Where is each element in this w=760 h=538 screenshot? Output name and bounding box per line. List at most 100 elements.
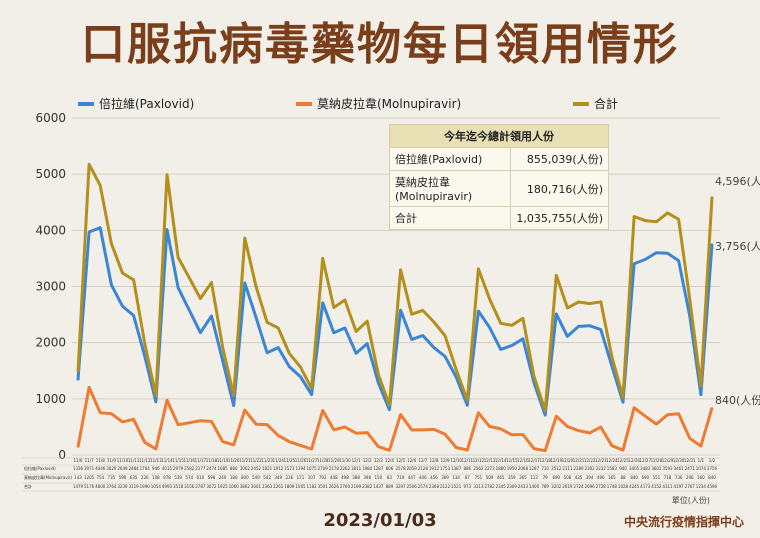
data-label-total: 4,596(人份): [715, 175, 760, 188]
table-cell: 2232: [596, 466, 607, 471]
table-cell: 4197: [674, 484, 685, 489]
table-cell: 3119: [129, 484, 140, 489]
data-point-paxlovid: [333, 331, 335, 334]
data-point-molnupiravir: [366, 431, 368, 434]
table-cell: 1054: [151, 484, 162, 489]
x-tick-label: 12/20: [562, 458, 574, 463]
x-tick-label: 12/23: [595, 458, 607, 463]
x-tick-label: 11/24: [272, 458, 284, 463]
table-cell: 394: [586, 475, 594, 480]
table-cell: 3764: [106, 484, 117, 489]
x-tick-label: 11/22: [250, 458, 262, 463]
x-tick-label: 12/26: [628, 458, 640, 463]
data-point-paxlovid: [644, 258, 647, 261]
data-point-molnupiravir: [555, 415, 558, 418]
data-point-molnupiravir: [588, 432, 591, 434]
data-point-total: [355, 330, 357, 333]
table-cell: 806: [386, 466, 394, 471]
x-tick-label: 12/22: [584, 458, 596, 463]
data-point-paxlovid: [633, 262, 635, 265]
x-tick-label: 12/11: [462, 458, 474, 463]
legend-swatch-paxlovid: [78, 101, 94, 106]
table-cell: 690: [552, 475, 560, 480]
summary-label: 莫納皮拉韋(Molnupiravir): [388, 170, 512, 207]
x-tick-label: 11/10: [117, 458, 129, 463]
table-cell: 398: [363, 475, 371, 480]
data-point-paxlovid: [666, 252, 669, 254]
table-cell: 4596: [707, 484, 718, 489]
table-cell: 150: [374, 475, 382, 480]
table-cell: 551: [653, 475, 661, 480]
x-tick-label: 12/12: [473, 458, 485, 463]
x-tick-label: 11/30: [339, 458, 351, 463]
data-point-molnupiravir: [288, 440, 291, 443]
legend-item-molnupiravir: 莫納皮拉韋(Molnupiravir): [296, 95, 461, 112]
table-cell: 2261: [273, 484, 284, 489]
data-point-total: [299, 366, 302, 368]
table-cell: 1437: [373, 484, 384, 489]
data-point-molnupiravir: [510, 434, 513, 436]
data-point-paxlovid: [599, 328, 602, 331]
table-cell: 2068: [518, 466, 529, 471]
table-cell: 1984: [362, 466, 373, 471]
data-point-molnupiravir: [299, 444, 302, 447]
data-point-paxlovid: [166, 228, 168, 231]
x-tick-label: 11/17: [195, 458, 207, 463]
data-point-total: [143, 342, 146, 345]
table-cell: 3862: [240, 484, 251, 489]
table-cell: 2724: [573, 484, 584, 489]
table-cell: 171: [297, 475, 305, 480]
table-cell: 1912: [273, 466, 284, 471]
data-point-paxlovid: [355, 352, 357, 355]
table-cell: 498: [341, 475, 349, 480]
x-tick-label: 12/3: [374, 458, 383, 463]
data-point-total: [288, 352, 291, 355]
x-tick-label: 12/4: [385, 458, 394, 463]
table-cell: 2626: [329, 484, 340, 489]
x-tick-label: 12/24: [606, 458, 618, 463]
table-cell: 240: [219, 475, 227, 480]
table-cell: 2506: [407, 484, 418, 489]
data-point-molnupiravir: [99, 411, 102, 414]
data-point-molnupiravir: [77, 446, 79, 448]
table-cell: 107: [308, 475, 316, 480]
table-cell: 1764: [140, 466, 151, 471]
table-cell: 2433: [518, 484, 529, 489]
data-point-total: [232, 394, 235, 397]
data-point-paxlovid: [244, 282, 246, 284]
x-tick-label: 12/30: [673, 458, 685, 463]
data-point-paxlovid: [77, 379, 79, 381]
data-point-paxlovid: [188, 309, 191, 311]
table-cell: 800: [241, 475, 249, 480]
data-point-paxlovid: [700, 393, 702, 396]
table-cell: 236: [286, 475, 294, 480]
table-cell: 3601: [651, 466, 662, 471]
data-point-total: [666, 212, 669, 214]
table-cell: 1748: [607, 484, 618, 489]
data-point-total: [577, 301, 580, 303]
data-point-total: [488, 297, 491, 300]
data-label-molnupiravir: 840(人份): [715, 394, 760, 407]
table-cell: 3029: [106, 466, 117, 471]
data-point-molnupiravir: [488, 425, 491, 428]
data-point-paxlovid: [555, 313, 558, 315]
data-point-paxlovid: [155, 401, 157, 403]
unit-label: 單位(人份): [671, 496, 710, 505]
x-tick-label: 11/16: [183, 458, 195, 463]
table-cell: 3239: [117, 484, 128, 489]
data-point-paxlovid: [288, 365, 291, 368]
data-point-molnupiravir: [244, 409, 246, 411]
table-cell: 946: [152, 466, 160, 471]
table-cell: 388: [352, 475, 360, 480]
data-point-total: [121, 272, 124, 274]
data-point-total: [277, 327, 280, 329]
data-point-total: [644, 219, 647, 222]
table-cell: 509: [486, 475, 494, 480]
data-point-total: [544, 409, 546, 412]
x-tick-label: 12/1: [352, 458, 361, 463]
table-cell: 789: [541, 484, 549, 489]
y-tick-label: 1000: [35, 392, 66, 406]
data-point-molnupiravir: [333, 429, 335, 431]
table-cell: 2767: [685, 484, 696, 489]
table-cell: 369: [441, 475, 449, 480]
